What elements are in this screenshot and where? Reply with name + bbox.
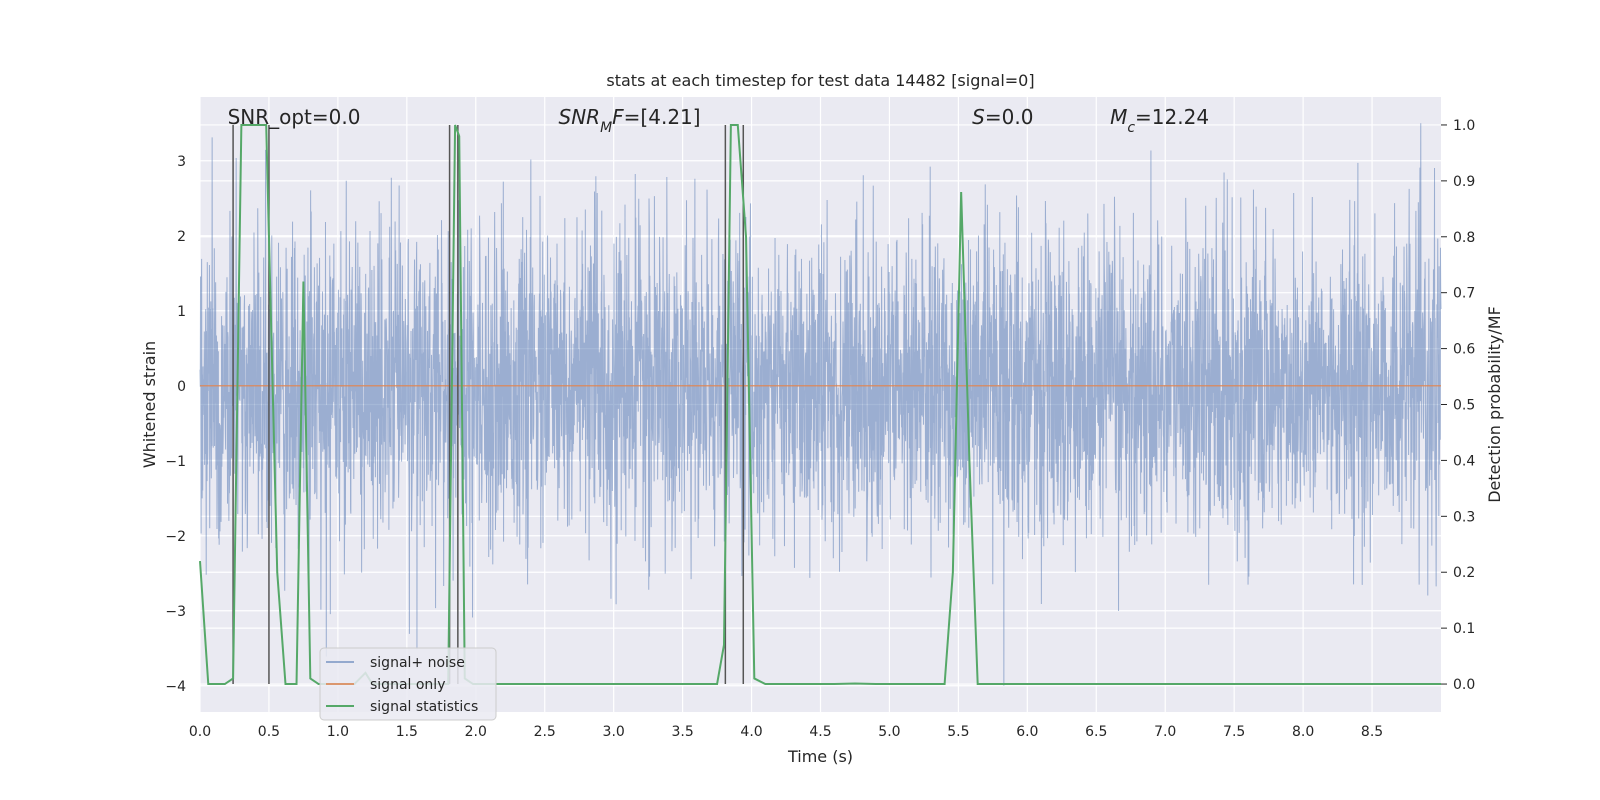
y2-tick-label: 0.6: [1453, 342, 1475, 358]
y-tick-label: 1: [177, 304, 186, 320]
y2-tick-label: 0.9: [1453, 174, 1475, 190]
y2-tick-label: 0.8: [1453, 230, 1475, 246]
y2-tick-label: 0.0: [1453, 677, 1475, 693]
x-tick-label: 6.5: [1085, 724, 1107, 740]
y-tick-label: −1: [165, 454, 186, 470]
annotation-0: SNR_opt=0.0: [228, 105, 361, 129]
annotation-3: Mc=12.24: [1110, 105, 1209, 136]
annotation-1: SNRMF=[4.21]: [559, 105, 701, 136]
x-tick-label: 7.5: [1223, 724, 1245, 740]
y2-tick-label: 0.1: [1453, 621, 1475, 637]
y-axis-label: Whitened strain: [140, 341, 159, 468]
x-tick-label: 4.5: [809, 724, 831, 740]
y2-tick-label: 0.5: [1453, 398, 1475, 414]
legend-label: signal+ noise: [370, 655, 465, 671]
x-tick-label: 2.0: [465, 724, 487, 740]
y-tick-label: −4: [165, 679, 186, 695]
legend: signal+ noise signal only signal statistic…: [319, 647, 497, 721]
series-signal-noise: [199, 123, 1442, 686]
y2-tick-label: 1.0: [1453, 118, 1475, 134]
x-tick-label: 7.0: [1154, 724, 1176, 740]
x-tick-label: 3.5: [671, 724, 693, 740]
y-tick-label: 0: [177, 379, 186, 395]
x-tick-label: 3.0: [603, 724, 625, 740]
x-tick-label: 8.5: [1361, 724, 1383, 740]
x-tick-label: 5.5: [947, 724, 969, 740]
signal-noise-line: [199, 123, 1442, 686]
annotations: SNR_opt=0.0 SNRMF=[4.21] S=0.0 Mc=12.24: [228, 105, 1209, 136]
y2-tick-label: 0.4: [1453, 453, 1475, 469]
y-tick-label: −3: [165, 604, 186, 620]
tick-labels: 0.0 0.5 1.0 1.5 2.0 2.5 3.0 3.5 4.0 4.5 5.0 5.5 6.0 6…: [165, 118, 1475, 740]
y2-tick-label: 0.3: [1453, 509, 1475, 525]
x-tick-label: 0.0: [189, 724, 211, 740]
chart-title: stats at each timestep for test data 144…: [606, 71, 1034, 90]
x-tick-label: 8.0: [1292, 724, 1314, 740]
y-tick-label: 3: [177, 154, 186, 170]
x-tick-label: 5.0: [878, 724, 900, 740]
x-tick-label: 1.0: [327, 724, 349, 740]
x-tick-label: 0.5: [258, 724, 280, 740]
y2-tick-label: 0.7: [1453, 286, 1475, 302]
x-axis-label: Time (s): [787, 747, 853, 766]
y-tick-label: −2: [165, 529, 186, 545]
x-tick-label: 2.5: [534, 724, 556, 740]
legend-label: signal statistics: [370, 699, 478, 715]
annotation-2: S=0.0: [972, 105, 1033, 129]
y-tick-label: 2: [177, 229, 186, 245]
legend-box: [319, 647, 497, 721]
x-tick-label: 1.5: [396, 724, 418, 740]
y2-tick-label: 0.2: [1453, 565, 1475, 581]
x-tick-label: 6.0: [1016, 724, 1038, 740]
y2-axis-label: Detection probability/MF: [1485, 306, 1504, 503]
legend-label: signal only: [370, 677, 445, 693]
x-tick-label: 4.0: [740, 724, 762, 740]
